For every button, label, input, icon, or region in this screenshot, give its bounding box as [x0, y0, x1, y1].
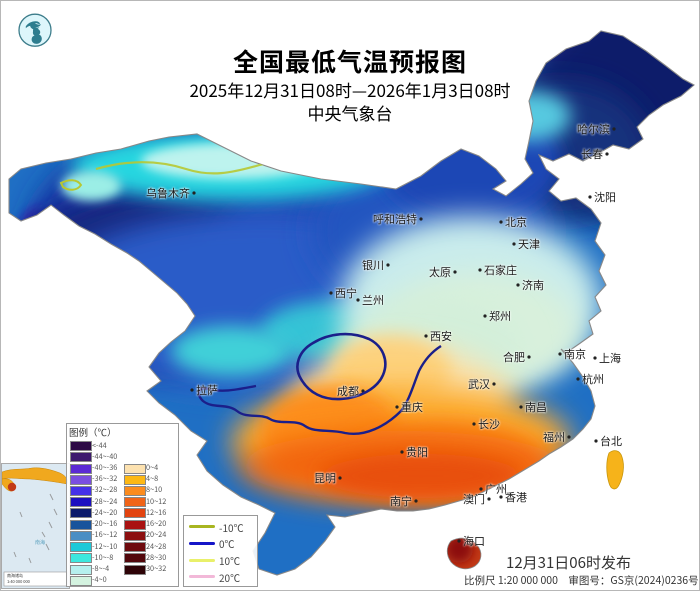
svg-text:南海诸岛: 南海诸岛	[7, 572, 23, 579]
svg-text:1:40 000 000: 1:40 000 000	[7, 579, 31, 585]
svg-text:南海: 南海	[35, 539, 45, 546]
